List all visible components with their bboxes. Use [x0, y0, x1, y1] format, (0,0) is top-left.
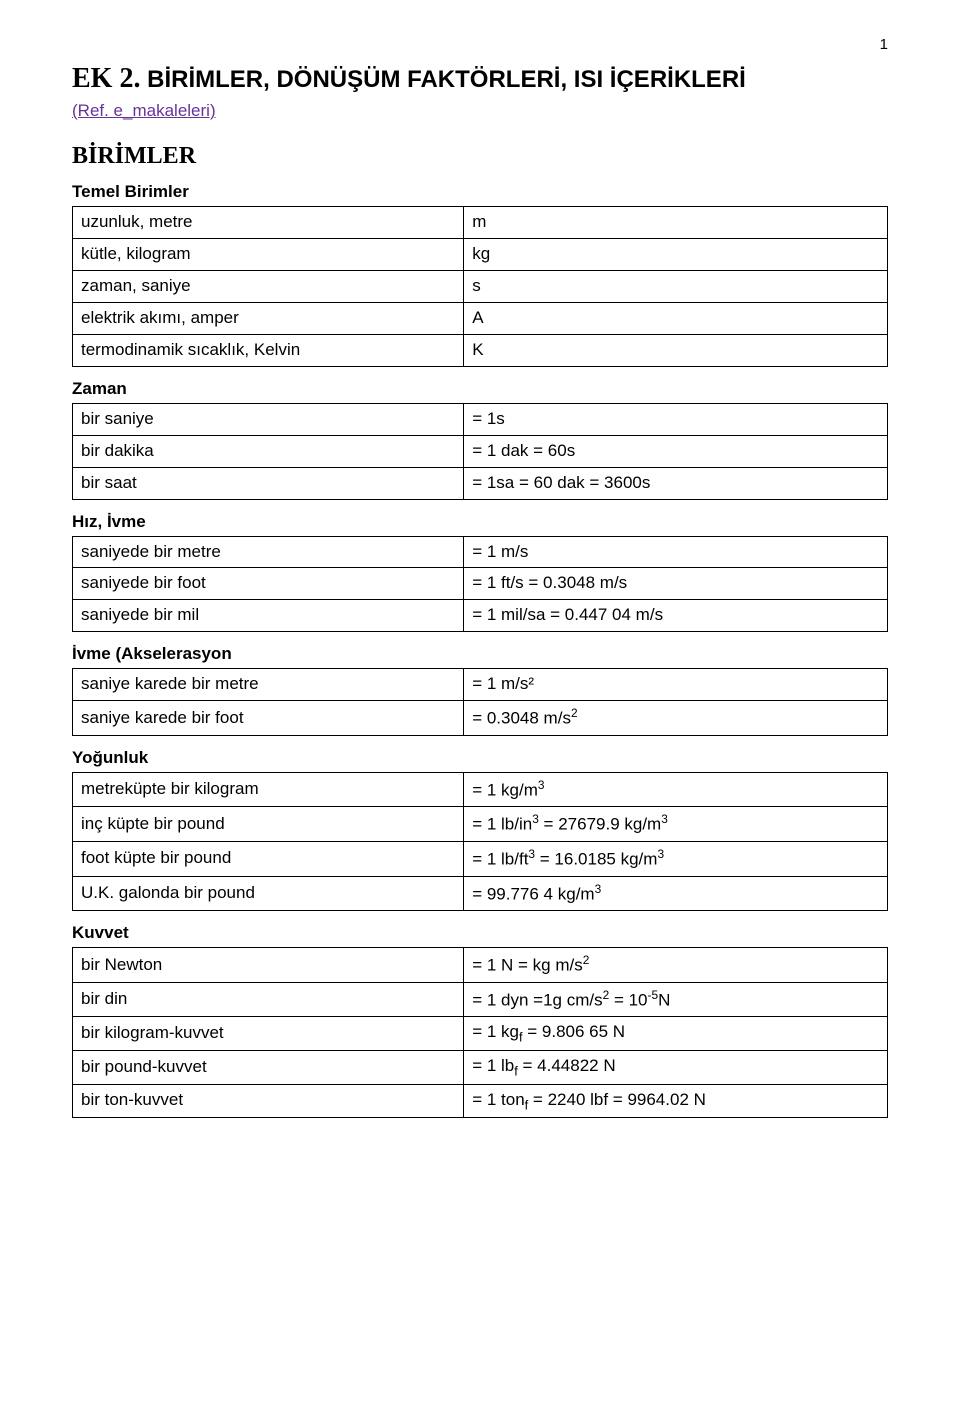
cell-label: inç küpte bir pound — [73, 807, 464, 842]
cell-label: zaman, saniye — [73, 270, 464, 302]
cell-label: saniyede bir metre — [73, 536, 464, 568]
cell-label: bir Newton — [73, 948, 464, 983]
cell-value: = 1 N = kg m/s2 — [464, 948, 888, 983]
cell-label: bir ton-kuvvet — [73, 1084, 464, 1118]
table-row: saniyede bir metre = 1 m/s — [73, 536, 888, 568]
cell-label: saniyede bir mil — [73, 600, 464, 632]
heading-zaman: Zaman — [72, 379, 888, 399]
cell-value: = 1s — [464, 403, 888, 435]
cell-label: kütle, kilogram — [73, 238, 464, 270]
table-row: metreküpte bir kilogram = 1 kg/m3 — [73, 772, 888, 807]
cell-value: = 1 lb/ft3 = 16.0185 kg/m3 — [464, 842, 888, 877]
table-row: saniyede bir foot = 1 ft/s = 0.3048 m/s — [73, 568, 888, 600]
table-row: bir dakika = 1 dak = 60s — [73, 435, 888, 467]
cell-value: s — [464, 270, 888, 302]
cell-label: uzunluk, metre — [73, 207, 464, 239]
cell-value: = 1 lb/in3 = 27679.9 kg/m3 — [464, 807, 888, 842]
table-row: termodinamik sıcaklık, Kelvin K — [73, 334, 888, 366]
table-row: zaman, saniye s — [73, 270, 888, 302]
heading-ivme-akselerasyon: İvme (Akselerasyon — [72, 644, 888, 664]
title-rest: BİRİMLER, DÖNÜŞÜM FAKTÖRLERİ, ISI İÇERİK… — [140, 66, 745, 93]
table-row: saniyede bir mil = 1 mil/sa = 0.447 04 m… — [73, 600, 888, 632]
table-row: bir ton-kuvvet = 1 tonf = 2240 lbf = 996… — [73, 1084, 888, 1118]
table-row: bir pound-kuvvet = 1 lbf = 4.44822 N — [73, 1051, 888, 1085]
table-row: bir Newton = 1 N = kg m/s2 — [73, 948, 888, 983]
cell-value: = 1 tonf = 2240 lbf = 9964.02 N — [464, 1084, 888, 1118]
heading-yogunluk: Yoğunluk — [72, 748, 888, 768]
cell-label: bir dakika — [73, 435, 464, 467]
cell-value: = 1 lbf = 4.44822 N — [464, 1051, 888, 1085]
table-row: elektrik akımı, amper A — [73, 302, 888, 334]
cell-value: = 0.3048 m/s2 — [464, 701, 888, 736]
heading-hiz-ivme: Hız, İvme — [72, 512, 888, 532]
table-row: U.K. galonda bir pound = 99.776 4 kg/m3 — [73, 876, 888, 911]
cell-label: saniye karede bir foot — [73, 701, 464, 736]
table-row: uzunluk, metre m — [73, 207, 888, 239]
cell-value: A — [464, 302, 888, 334]
cell-value: = 1 m/s — [464, 536, 888, 568]
cell-value: kg — [464, 238, 888, 270]
table-row: inç küpte bir pound = 1 lb/in3 = 27679.9… — [73, 807, 888, 842]
heading-temel-birimler: Temel Birimler — [72, 182, 888, 202]
cell-value: K — [464, 334, 888, 366]
cell-label: bir kilogram-kuvvet — [73, 1017, 464, 1051]
table-row: foot küpte bir pound = 1 lb/ft3 = 16.018… — [73, 842, 888, 877]
table-hiz-ivme: saniyede bir metre = 1 m/s saniyede bir … — [72, 536, 888, 633]
heading-kuvvet: Kuvvet — [72, 923, 888, 943]
table-kuvvet: bir Newton = 1 N = kg m/s2 bir din = 1 d… — [72, 947, 888, 1118]
cell-value: = 1 kgf = 9.806 65 N — [464, 1017, 888, 1051]
cell-label: metreküpte bir kilogram — [73, 772, 464, 807]
cell-label: saniye karede bir metre — [73, 669, 464, 701]
cell-value: = 1sa = 60 dak = 3600s — [464, 467, 888, 499]
page-number: 1 — [72, 36, 888, 53]
cell-label: saniyede bir foot — [73, 568, 464, 600]
table-row: bir kilogram-kuvvet = 1 kgf = 9.806 65 N — [73, 1017, 888, 1051]
table-temel-birimler: uzunluk, metre m kütle, kilogram kg zama… — [72, 206, 888, 367]
cell-value: = 1 kg/m3 — [464, 772, 888, 807]
cell-label: elektrik akımı, amper — [73, 302, 464, 334]
table-row: bir saniye = 1s — [73, 403, 888, 435]
table-ivme-akselerasyon: saniye karede bir metre = 1 m/s² saniye … — [72, 668, 888, 736]
cell-value: = 99.776 4 kg/m3 — [464, 876, 888, 911]
cell-label: bir saat — [73, 467, 464, 499]
title-prefix: EK 2. — [72, 63, 140, 94]
cell-label: termodinamik sıcaklık, Kelvin — [73, 334, 464, 366]
cell-value: = 1 dyn =1g cm/s2 = 10-5N — [464, 982, 888, 1017]
table-row: saniye karede bir foot = 0.3048 m/s2 — [73, 701, 888, 736]
table-row: bir saat = 1sa = 60 dak = 3600s — [73, 467, 888, 499]
table-row: kütle, kilogram kg — [73, 238, 888, 270]
cell-label: bir saniye — [73, 403, 464, 435]
cell-value: = 1 ft/s = 0.3048 m/s — [464, 568, 888, 600]
table-yogunluk: metreküpte bir kilogram = 1 kg/m3 inç kü… — [72, 772, 888, 911]
cell-value: = 1 mil/sa = 0.447 04 m/s — [464, 600, 888, 632]
cell-label: foot küpte bir pound — [73, 842, 464, 877]
cell-value: = 1 dak = 60s — [464, 435, 888, 467]
page-title: EK 2. BİRİMLER, DÖNÜŞÜM FAKTÖRLERİ, ISI … — [72, 63, 888, 95]
cell-value: m — [464, 207, 888, 239]
cell-label: U.K. galonda bir pound — [73, 876, 464, 911]
table-row: bir din = 1 dyn =1g cm/s2 = 10-5N — [73, 982, 888, 1017]
section-heading-birimler: BİRİMLER — [72, 143, 888, 170]
cell-label: bir pound-kuvvet — [73, 1051, 464, 1085]
table-row: saniye karede bir metre = 1 m/s² — [73, 669, 888, 701]
cell-label: bir din — [73, 982, 464, 1017]
table-zaman: bir saniye = 1s bir dakika = 1 dak = 60s… — [72, 403, 888, 500]
cell-value: = 1 m/s² — [464, 669, 888, 701]
ref-link[interactable]: (Ref. e_makaleleri) — [72, 101, 216, 121]
